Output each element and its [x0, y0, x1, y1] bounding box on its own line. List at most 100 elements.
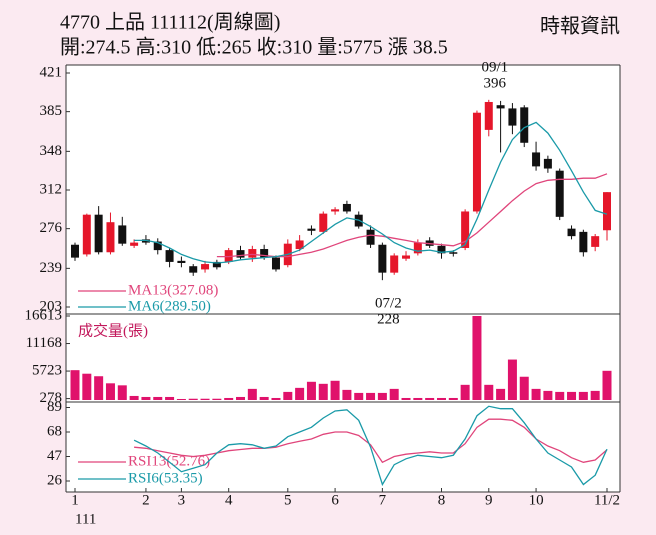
- legend-label: RSI6(53.35): [128, 470, 203, 486]
- candle-body: [390, 255, 399, 273]
- volume-bar: [129, 395, 139, 400]
- candle-body: [413, 242, 422, 254]
- x-tick-label: 8: [438, 492, 446, 508]
- candle-body: [366, 229, 375, 245]
- series-line: [216, 173, 608, 258]
- candle-body: [130, 242, 139, 246]
- candle-body: [378, 244, 387, 273]
- x-tick-label: 4: [225, 492, 233, 508]
- volume-bar: [590, 390, 600, 400]
- candle-body: [579, 231, 588, 253]
- x-tick-label: 3: [178, 492, 186, 508]
- x-tick-label: 10: [529, 492, 544, 508]
- candle-body: [319, 213, 328, 232]
- volume-bar: [188, 398, 198, 400]
- volume-bar: [165, 396, 175, 400]
- y-tick-label: 239: [40, 260, 63, 276]
- x-tick-label: 11/2: [594, 492, 620, 508]
- y-tick-label: 89: [47, 399, 62, 415]
- chart-title: 4770 上品 111112(周線圖): [60, 11, 280, 34]
- volume-bar: [271, 397, 281, 400]
- candle-body: [212, 261, 221, 268]
- annotation-value: 396: [484, 75, 507, 91]
- candle-body: [260, 249, 269, 258]
- volume-bar: [259, 396, 269, 400]
- series-line: [133, 405, 608, 487]
- candle-body: [520, 107, 529, 143]
- legend-label: MA6(289.50): [128, 298, 211, 314]
- x-tick-label: 7: [379, 492, 387, 508]
- volume-bar: [531, 388, 541, 400]
- y-tick-label: 421: [40, 64, 63, 80]
- volume-bar: [212, 398, 222, 400]
- annotation-date: 07/2: [375, 296, 402, 312]
- volume-bar: [567, 391, 577, 400]
- candle-body: [603, 192, 611, 231]
- y-tick-label: 312: [40, 181, 63, 197]
- y-tick-label: 5723: [32, 363, 62, 379]
- volume-bar: [543, 390, 553, 400]
- volume-bar: [117, 385, 127, 400]
- volume-bar: [401, 397, 411, 400]
- y-tick-label: 26: [47, 472, 63, 488]
- volume-bar: [105, 383, 115, 400]
- y-tick-label: 16613: [25, 307, 63, 323]
- volume-bar: [330, 380, 340, 400]
- candle-body: [71, 244, 79, 258]
- x-year-label: 111: [75, 511, 96, 527]
- y-tick-label: 203: [40, 298, 63, 314]
- volume-bar: [460, 384, 470, 400]
- candle-body: [543, 158, 552, 169]
- x-tick-label: 1: [71, 492, 79, 508]
- candle-body: [82, 214, 91, 255]
- volume-bar: [496, 388, 506, 400]
- volume-bar: [247, 388, 257, 400]
- candle-body: [472, 112, 481, 212]
- candle-body: [437, 245, 446, 254]
- y-tick-label: 68: [47, 423, 62, 439]
- volume-bar: [472, 316, 482, 400]
- volume-bar: [236, 396, 246, 400]
- candle-body: [118, 225, 127, 244]
- series-line: [134, 121, 608, 264]
- x-tick-label: 2: [142, 492, 150, 508]
- volume-bar: [70, 370, 80, 400]
- candle-body: [591, 236, 600, 247]
- volume-bar: [94, 376, 104, 400]
- volume-bar: [436, 397, 446, 400]
- volume-bar: [283, 391, 293, 400]
- volume-bar: [295, 387, 305, 400]
- volume-bar: [200, 398, 210, 400]
- candle-body: [94, 214, 103, 253]
- candle-body: [508, 108, 517, 126]
- candle-body: [177, 260, 186, 263]
- x-tick-label: 5: [284, 492, 292, 508]
- candle-body: [307, 228, 316, 231]
- volume-bar: [354, 392, 364, 400]
- volume-bar: [82, 373, 92, 400]
- candle-body: [449, 252, 458, 254]
- candle-body: [402, 255, 411, 259]
- volume-bar: [602, 370, 612, 400]
- volume-bar: [224, 397, 234, 400]
- chart-subtitle: 開:274.5 高:310 低:265 收:310 量:5775 漲 38.5: [60, 36, 448, 59]
- volume-bar: [389, 388, 399, 400]
- annotation-date: 09/1: [481, 59, 508, 75]
- y-tick-label: 278: [40, 390, 63, 406]
- candle-body: [165, 250, 174, 262]
- y-tick-label: 47: [47, 448, 63, 464]
- candle-body: [153, 241, 162, 251]
- volume-bar: [176, 398, 186, 400]
- volume-bar: [306, 381, 316, 400]
- annotation-value: 228: [377, 312, 400, 328]
- series-line: [134, 418, 608, 464]
- candle-body: [189, 266, 198, 273]
- volume-bar: [578, 391, 588, 400]
- candle-body: [271, 257, 280, 270]
- volume-bar: [153, 396, 163, 400]
- candle-body: [496, 105, 505, 109]
- volume-bar: [507, 359, 517, 400]
- candle-body: [342, 203, 351, 212]
- candle-body: [555, 170, 564, 217]
